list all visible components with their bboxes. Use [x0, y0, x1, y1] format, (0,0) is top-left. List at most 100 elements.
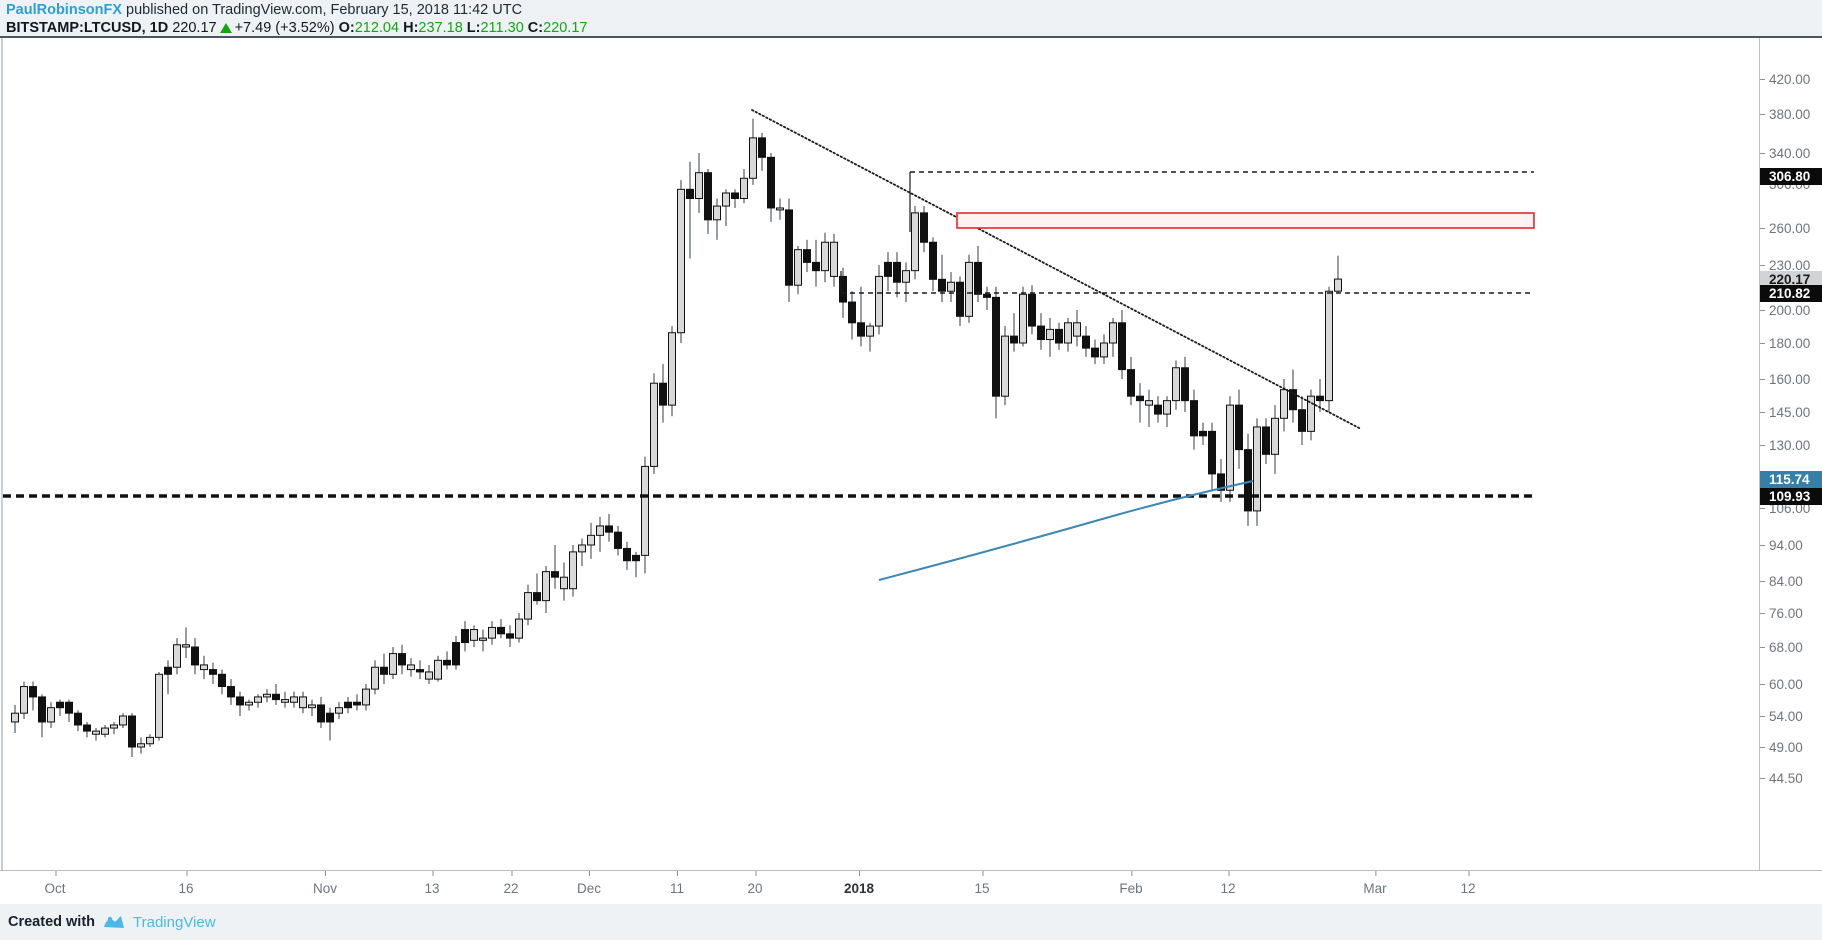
close-label: C: [527, 20, 544, 36]
candlestick [686, 161, 694, 259]
candlestick [173, 638, 181, 675]
tradingview-logo-icon [103, 914, 125, 930]
candlestick [1181, 356, 1189, 412]
price-level-badge[interactable]: 220.17 [1760, 271, 1822, 288]
price-tick: 200.00 [1760, 302, 1822, 319]
moving-average[interactable] [878, 480, 1254, 581]
time-axis[interactable]: Oct 16 Nov 13 22 Dec 11 20 2018 15 Feb 12 Mar 12 [0, 870, 1822, 906]
candlestick [920, 206, 928, 253]
candlestick [623, 541, 631, 570]
candlestick [1334, 255, 1342, 293]
time-tick: Feb [1119, 871, 1143, 896]
downtrend-line[interactable] [751, 109, 1362, 430]
candlestick [362, 684, 370, 711]
candlestick [965, 254, 973, 323]
candlestick [749, 118, 757, 185]
price-level-badge[interactable]: 210.82 [1760, 285, 1822, 302]
candlestick [515, 613, 523, 643]
price-level-badge[interactable]: 115.74 [1760, 471, 1822, 488]
candlestick [650, 373, 658, 474]
resistance-box-306[interactable] [909, 171, 1534, 232]
candlestick [983, 286, 991, 310]
candlestick [1316, 379, 1324, 412]
time-tick: 12 [1460, 871, 1476, 896]
candlestick [677, 180, 685, 343]
candlestick [416, 660, 424, 680]
candlestick [785, 198, 793, 303]
candlestick [47, 702, 55, 729]
candlestick-canvas [3, 109, 1535, 758]
candlestick [821, 232, 829, 283]
candlestick [308, 699, 316, 716]
price-level-badge[interactable]: 109.93 [1760, 488, 1822, 505]
price-tick: 44.50 [1760, 770, 1822, 787]
candlestick [1046, 317, 1054, 357]
candlestick [1325, 286, 1333, 412]
candlestick [992, 286, 1000, 419]
candlestick [425, 664, 433, 684]
candlestick [1073, 310, 1081, 347]
time-tick: 20 [747, 871, 763, 896]
candlestick [227, 679, 235, 705]
candlestick [947, 272, 955, 303]
supply-zone[interactable] [956, 212, 1535, 229]
price-plot-area[interactable] [1, 38, 1758, 870]
time-tick: Mar [1363, 871, 1387, 896]
candlestick [1163, 396, 1171, 427]
price-tick: 380.00 [1760, 106, 1822, 123]
low-label: L: [466, 20, 481, 36]
candlestick [722, 189, 730, 226]
candlestick [434, 655, 442, 682]
candlestick [542, 566, 550, 613]
candlestick [614, 525, 622, 556]
price-level-badge[interactable]: 306.80 [1760, 168, 1822, 185]
symbol-label[interactable]: BITSTAMP:LTCUSD, [6, 20, 146, 36]
candlestick [848, 291, 856, 340]
price-tick: 54.00 [1760, 708, 1822, 725]
candlestick [317, 696, 325, 729]
time-tick: Dec [576, 871, 602, 896]
support-level-210[interactable] [840, 271, 1534, 294]
candlestick [893, 252, 901, 298]
candlestick [938, 254, 946, 303]
candlestick [1145, 389, 1153, 427]
candlestick [1307, 389, 1315, 441]
interval-label[interactable]: 1D [149, 20, 169, 36]
tradingview-brand-link[interactable]: TradingView [133, 913, 216, 931]
candlestick [1091, 339, 1099, 365]
candlestick [857, 286, 865, 347]
low-value: 211.30 [480, 20, 524, 36]
time-tick: 11 [669, 871, 685, 896]
candlestick [1235, 389, 1243, 469]
candlestick [101, 724, 109, 738]
footer-bar: Created with TradingView [0, 904, 1822, 940]
candlestick [1055, 322, 1063, 350]
candlestick [380, 653, 388, 684]
candlestick [119, 713, 127, 729]
author-link[interactable]: PaulRobinsonFX [6, 2, 122, 18]
candlestick [506, 625, 514, 647]
candlestick [83, 721, 91, 738]
symbol-quote-line: BITSTAMP:LTCUSD, 1D 220.17 +7.49 (+3.52%)… [6, 20, 587, 36]
time-tick: 16 [178, 871, 194, 896]
candlestick [137, 737, 145, 754]
candlestick [254, 694, 262, 708]
candlestick [587, 522, 595, 559]
candlestick [299, 691, 307, 714]
candlestick [389, 647, 397, 680]
candlestick [1262, 418, 1270, 464]
up-triangle-icon [219, 23, 232, 33]
price-tick: 160.00 [1760, 371, 1822, 388]
candlestick [470, 625, 478, 647]
candlestick [578, 538, 586, 567]
price-axis[interactable]: 420.00380.00340.00306.00260.00230.00200.… [1759, 38, 1822, 906]
candlestick [929, 237, 937, 292]
candlestick [659, 364, 667, 423]
candlestick [20, 681, 28, 719]
candlestick [560, 562, 568, 601]
candlestick [272, 684, 280, 705]
candlestick [1289, 369, 1297, 423]
price-tick: 340.00 [1760, 145, 1822, 162]
candlestick [830, 233, 838, 287]
